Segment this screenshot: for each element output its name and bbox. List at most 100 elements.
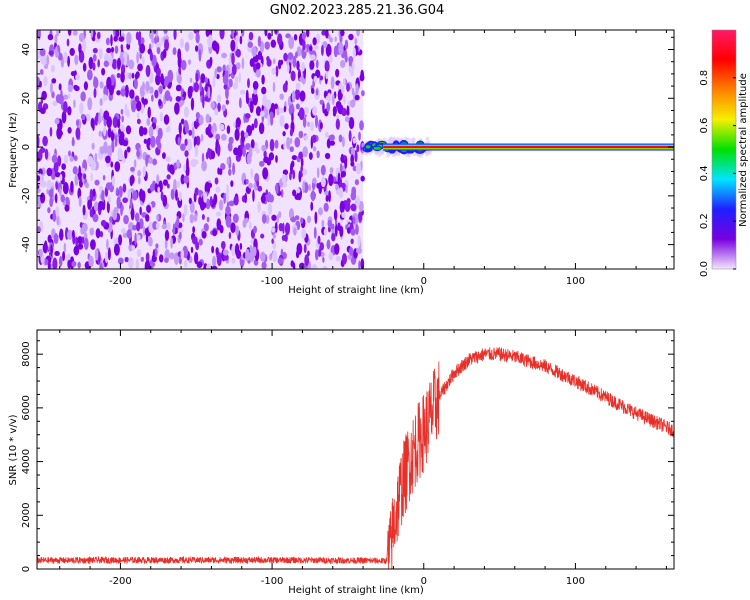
noise-speck	[61, 110, 67, 124]
noise-speck	[298, 151, 304, 160]
noise-speck	[232, 162, 236, 176]
noise-speck	[284, 233, 288, 243]
noise-speck	[358, 200, 364, 212]
noise-speck	[139, 85, 146, 98]
noise-speck	[175, 95, 182, 102]
noise-speck	[326, 239, 331, 250]
noise-speck	[211, 40, 218, 51]
noise-speck	[195, 72, 199, 83]
noise-speck	[295, 82, 301, 91]
noise-speck	[155, 243, 159, 249]
noise-speck	[172, 47, 177, 56]
noise-speck	[67, 30, 72, 36]
noise-speck	[241, 57, 245, 70]
noise-speck	[124, 84, 129, 98]
noise-speck	[151, 94, 154, 102]
transition-blob	[373, 146, 381, 150]
noise-speck	[275, 65, 279, 77]
noise-speck	[92, 62, 96, 71]
noise-speck	[97, 251, 101, 264]
figure-title: GN02.2023.285.21.36.G04	[270, 3, 445, 18]
noise-speck	[230, 39, 236, 52]
noise-speck	[195, 32, 200, 44]
noise-speck	[278, 107, 285, 114]
noise-speck	[158, 254, 164, 263]
noise-speck	[98, 112, 101, 125]
noise-speck	[344, 116, 350, 123]
noise-speck	[212, 75, 216, 88]
noise-speck	[298, 107, 305, 121]
noise-speck	[179, 38, 184, 49]
noise-speck	[280, 188, 284, 198]
noise-speck	[165, 156, 171, 162]
noise-speck	[40, 192, 46, 204]
noise-speck	[56, 214, 60, 226]
x-tick-label: -100	[261, 576, 284, 587]
noise-speck	[244, 131, 249, 139]
noise-speck	[250, 139, 255, 149]
noise-speck	[177, 227, 184, 234]
noise-speck	[319, 99, 324, 105]
noise-speck	[345, 184, 348, 194]
noise-speck	[162, 194, 168, 207]
noise-speck	[130, 207, 135, 221]
noise-speck	[305, 107, 309, 114]
noise-speck	[166, 174, 171, 180]
noise-speck	[157, 127, 163, 140]
noise-speck	[323, 202, 329, 212]
noise-speck	[92, 47, 98, 54]
noise-speck	[119, 124, 125, 132]
noise-speck	[272, 249, 278, 263]
noise-speck	[284, 123, 289, 130]
spectrogram-xlabel: Height of straight line (km)	[288, 285, 424, 296]
noise-speck	[187, 59, 192, 65]
noise-speck	[133, 78, 138, 90]
noise-speck	[100, 219, 107, 227]
noise-speck	[313, 75, 318, 83]
noise-speck	[166, 183, 170, 189]
noise-speck	[328, 55, 333, 63]
noise-speck	[194, 45, 199, 52]
noise-speck	[77, 243, 84, 250]
noise-speck	[134, 95, 140, 103]
noise-speck	[360, 90, 365, 97]
noise-speck	[198, 48, 202, 62]
noise-speck	[304, 254, 310, 267]
noise-speck	[261, 213, 267, 224]
noise-speck	[195, 111, 200, 119]
noise-speck	[120, 108, 124, 115]
noise-speck	[267, 113, 271, 126]
noise-speck	[302, 116, 307, 128]
noise-speck	[113, 243, 120, 256]
noise-speck	[327, 226, 331, 233]
noise-speck	[53, 161, 59, 174]
noise-speck	[121, 115, 124, 123]
noise-speck	[310, 201, 314, 211]
noise-speck	[245, 89, 249, 103]
noise-speck	[163, 30, 168, 34]
noise-speck	[78, 32, 85, 43]
noise-speck	[72, 30, 78, 36]
noise-speck	[120, 71, 125, 83]
noise-speck	[341, 170, 346, 178]
noise-speck	[245, 249, 250, 262]
noise-speck	[239, 35, 243, 45]
noise-speck	[37, 175, 41, 182]
noise-speck	[233, 121, 236, 127]
noise-speck	[52, 257, 58, 269]
noise-speck	[350, 228, 356, 236]
noise-speck	[117, 147, 123, 161]
noise-speck	[355, 224, 359, 235]
noise-speck	[118, 133, 125, 146]
noise-speck	[118, 234, 123, 246]
noise-speck	[220, 133, 227, 141]
noise-speck	[176, 180, 181, 188]
noise-speck	[268, 111, 274, 119]
noise-speck	[131, 245, 136, 251]
noise-speck	[226, 201, 230, 214]
noise-speck	[61, 163, 66, 170]
noise-speck	[344, 39, 349, 50]
signal-line-band	[383, 146, 674, 149]
